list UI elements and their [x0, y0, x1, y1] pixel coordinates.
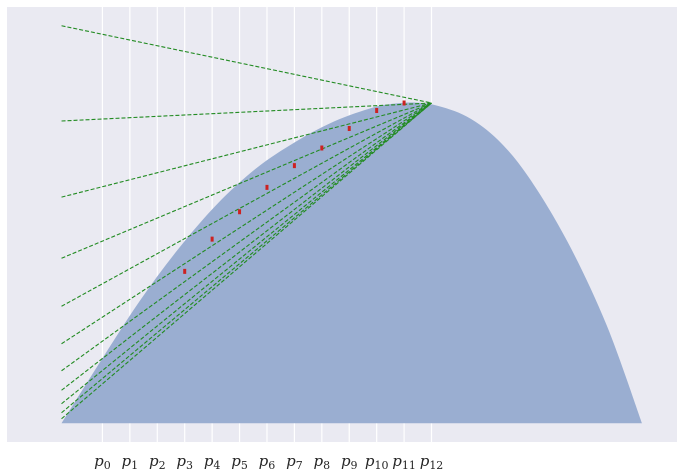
tangent-point-7	[375, 108, 379, 113]
tangent-line-4	[61, 102, 432, 307]
x-tick-label-6: p6	[259, 452, 276, 472]
tangent-point-4	[292, 163, 296, 169]
tangent-point-2	[238, 209, 242, 215]
tangent-line-0	[61, 25, 432, 104]
x-tick-label-5: p5	[231, 452, 248, 472]
tangent-point-0	[183, 268, 187, 274]
tangent-line-2	[61, 102, 432, 198]
tangent-point-8	[402, 100, 406, 106]
tangent-point-1	[210, 236, 214, 242]
tangent-line-9	[61, 102, 432, 414]
tangent-line-7	[61, 102, 432, 391]
area-series	[61, 102, 642, 424]
area-fill	[61, 102, 642, 424]
x-tick-label-12: p12	[420, 452, 444, 472]
tangent-point-6	[347, 126, 351, 131]
tangent-line-5	[61, 102, 432, 345]
x-tick-label-11: p11	[392, 452, 416, 472]
tangent-line-1	[61, 102, 432, 122]
tangent-line-6	[61, 102, 432, 372]
x-tick-labels: p0 p1 p2 p3 p4 p5 p6 p7 p8 p9 p10 p11 p12	[94, 452, 443, 472]
tangent-line-3	[61, 102, 432, 259]
x-tick-label-7: p7	[286, 452, 303, 472]
tangent-point-5	[320, 145, 324, 151]
x-tick-label-1: p1	[122, 452, 139, 472]
x-tick-label-3: p3	[176, 452, 193, 472]
tangent-lines	[61, 25, 432, 420]
tangent-line-8	[61, 102, 432, 405]
x-tick-label-2: p2	[149, 452, 166, 472]
x-tick-label-9: p9	[341, 452, 358, 472]
x-tick-label-10: p10	[365, 452, 389, 472]
x-tick-label-0: p0	[94, 452, 111, 472]
x-tick-label-8: p8	[314, 452, 331, 472]
tangent-points	[183, 100, 406, 274]
x-tick-label-4: p4	[204, 452, 221, 472]
tangent-point-3	[265, 184, 269, 190]
tangent-line-10	[61, 102, 432, 420]
